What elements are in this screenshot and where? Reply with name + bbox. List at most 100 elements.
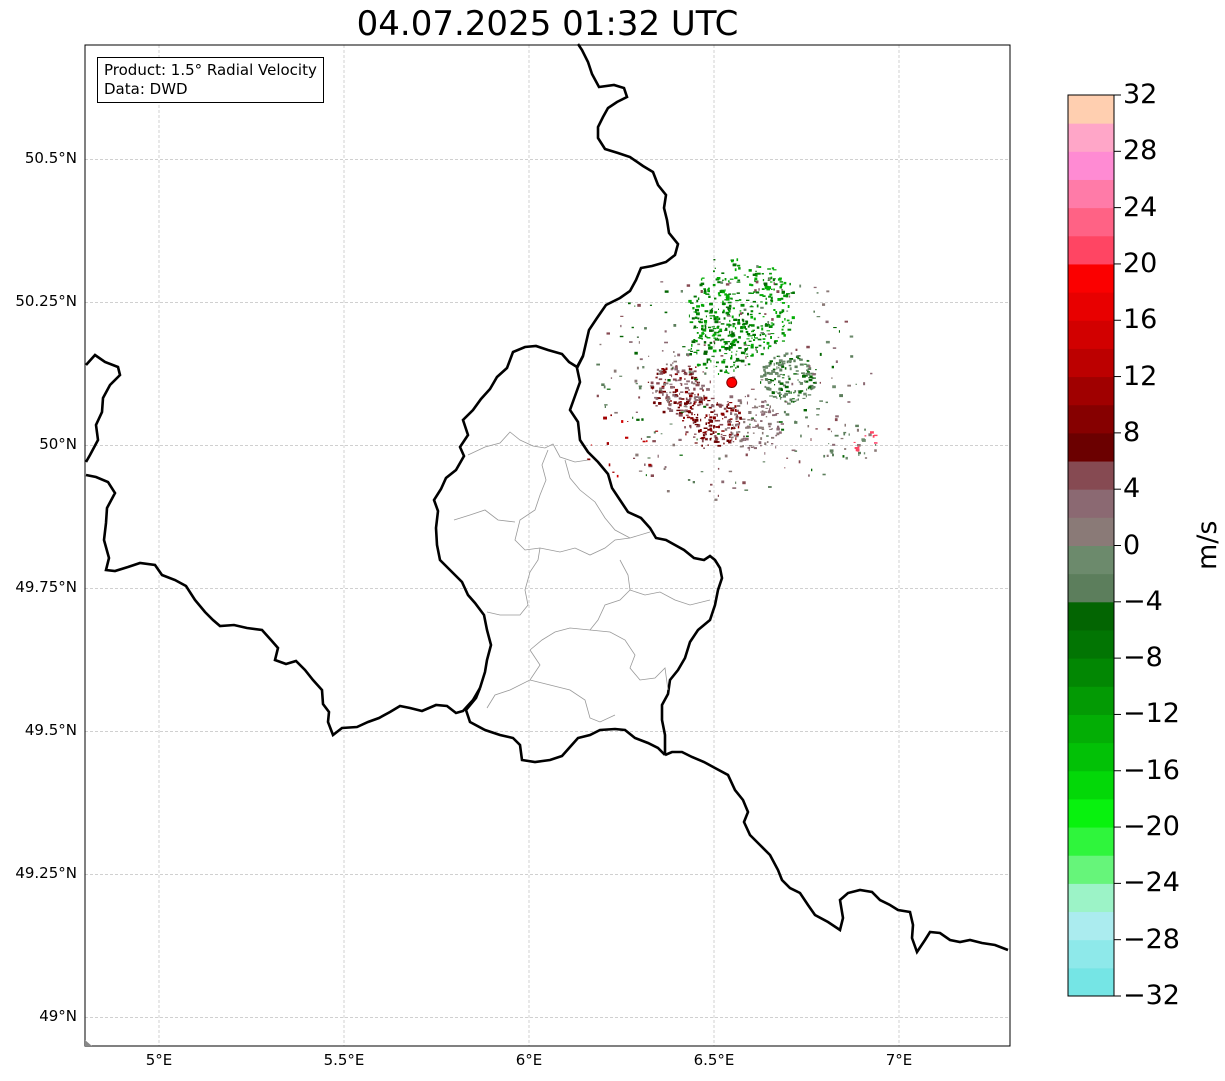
velocity-echo-pixel (825, 401, 828, 404)
velocity-echo-pixel (780, 388, 783, 391)
velocity-echo-pixel (786, 293, 790, 295)
velocity-echo-pixel (741, 418, 746, 420)
colorbar-tick-label: 32 (1123, 79, 1158, 110)
velocity-echo-pixel (805, 394, 807, 398)
velocity-echo-pixel (712, 283, 716, 287)
velocity-echo-pixel (752, 291, 756, 293)
velocity-echo-pixel (596, 363, 600, 366)
velocity-echo-pixel (781, 365, 785, 368)
velocity-echo-pixel (743, 420, 746, 424)
velocity-echo-pixel (744, 353, 746, 355)
velocity-echo-pixel (722, 435, 727, 437)
velocity-echo-pixel (724, 289, 726, 292)
velocity-echo-pixel (791, 398, 795, 400)
velocity-echo-pixel (653, 431, 656, 434)
velocity-echo-pixel (655, 430, 659, 432)
velocity-echo-pixel (619, 335, 624, 338)
velocity-echo-pixel (714, 438, 719, 441)
velocity-echo-pixel (783, 281, 787, 285)
colorbar-tick-label: −16 (1123, 754, 1180, 786)
velocity-echo-pixel (681, 370, 686, 373)
velocity-echo-pixel (808, 378, 813, 382)
velocity-echo-pixel (743, 308, 747, 311)
velocity-echo-pixel (714, 498, 718, 501)
velocity-echo-pixel (795, 356, 800, 358)
velocity-echo-pixel (864, 457, 868, 459)
velocity-echo-pixel (709, 309, 713, 313)
velocity-echo-pixel (778, 367, 780, 369)
velocity-echo-pixel (767, 268, 771, 270)
velocity-echo-pixel (735, 353, 737, 356)
velocity-echo-pixel (654, 396, 657, 399)
velocity-echo-pixel (702, 328, 707, 332)
velocity-echo-pixel (736, 414, 738, 418)
velocity-echo-pixel (756, 304, 759, 308)
velocity-echo-pixel (716, 419, 721, 422)
velocity-echo-pixel (781, 377, 785, 379)
velocity-echo-pixel (693, 339, 696, 341)
lon-tick-label: 6.5°E (693, 1051, 735, 1069)
velocity-echo-pixel (777, 375, 781, 378)
velocity-echo-pixel (864, 428, 866, 431)
velocity-echo-pixel (724, 347, 729, 350)
velocity-echo-pixel (721, 272, 725, 274)
velocity-echo-pixel (716, 337, 718, 339)
velocity-echo-pixel (696, 332, 699, 334)
velocity-echo-pixel (708, 312, 713, 314)
velocity-echo-pixel (779, 421, 783, 423)
velocity-echo-pixel (694, 378, 699, 381)
velocity-echo-pixel (800, 358, 803, 361)
velocity-echo-pixel (663, 467, 666, 470)
velocity-echo-pixel (672, 378, 677, 381)
velocity-echo-pixel (788, 391, 791, 394)
velocity-echo-pixel (781, 340, 785, 342)
velocity-echo-pixel (664, 378, 667, 381)
velocity-echo-pixel (728, 433, 732, 436)
velocity-echo-pixel (741, 318, 744, 321)
velocity-echo-pixel (632, 416, 634, 419)
velocity-echo-pixel (704, 323, 707, 325)
velocity-echo-pixel (742, 437, 746, 439)
velocity-echo-pixel (749, 283, 752, 286)
velocity-echo-pixel (735, 360, 739, 362)
velocity-echo-pixel (704, 431, 708, 433)
velocity-echo-pixel (693, 370, 697, 373)
velocity-echo-pixel (700, 418, 702, 422)
velocity-echo-pixel (705, 422, 707, 425)
velocity-echo-pixel (760, 444, 762, 447)
velocity-echo-pixel (711, 355, 715, 357)
velocity-echo-pixel (779, 368, 783, 372)
velocity-echo-pixel (662, 390, 666, 393)
velocity-echo-pixel (763, 412, 766, 415)
velocity-echo-pixel (863, 452, 866, 455)
colorbar-band (1068, 939, 1114, 969)
lat-tick-label: 50.25°N (15, 292, 77, 311)
velocity-echo-pixel (709, 315, 714, 317)
velocity-echo-pixel (709, 380, 711, 384)
velocity-echo-pixel (686, 380, 690, 383)
velocity-echo-pixel (709, 302, 713, 306)
velocity-echo-pixel (771, 428, 773, 430)
velocity-echo-pixel (696, 349, 700, 352)
colorbar-tick-label: −28 (1123, 923, 1180, 955)
velocity-echo-pixel (772, 414, 776, 417)
velocity-echo-pixel (788, 359, 792, 363)
velocity-echo-pixel (689, 373, 693, 376)
velocity-echo-pixel (728, 293, 732, 295)
velocity-echo-pixel (779, 396, 783, 399)
velocity-echo-pixel (694, 394, 696, 396)
velocity-echo-pixel (736, 365, 739, 368)
colorbar-tick-label: 16 (1123, 304, 1158, 336)
velocity-echo-pixel (845, 456, 848, 460)
velocity-echo-pixel (634, 305, 636, 307)
velocity-echo-pixel (716, 277, 721, 280)
velocity-echo-pixel (775, 446, 777, 449)
velocity-echo-pixel (757, 266, 762, 268)
velocity-echo-pixel (680, 290, 683, 293)
velocity-echo-pixel (667, 400, 670, 403)
velocity-echo-pixel (747, 344, 751, 346)
velocity-echo-pixel (816, 408, 820, 410)
velocity-echo-pixel (655, 376, 658, 379)
colorbar-band (1068, 207, 1114, 237)
